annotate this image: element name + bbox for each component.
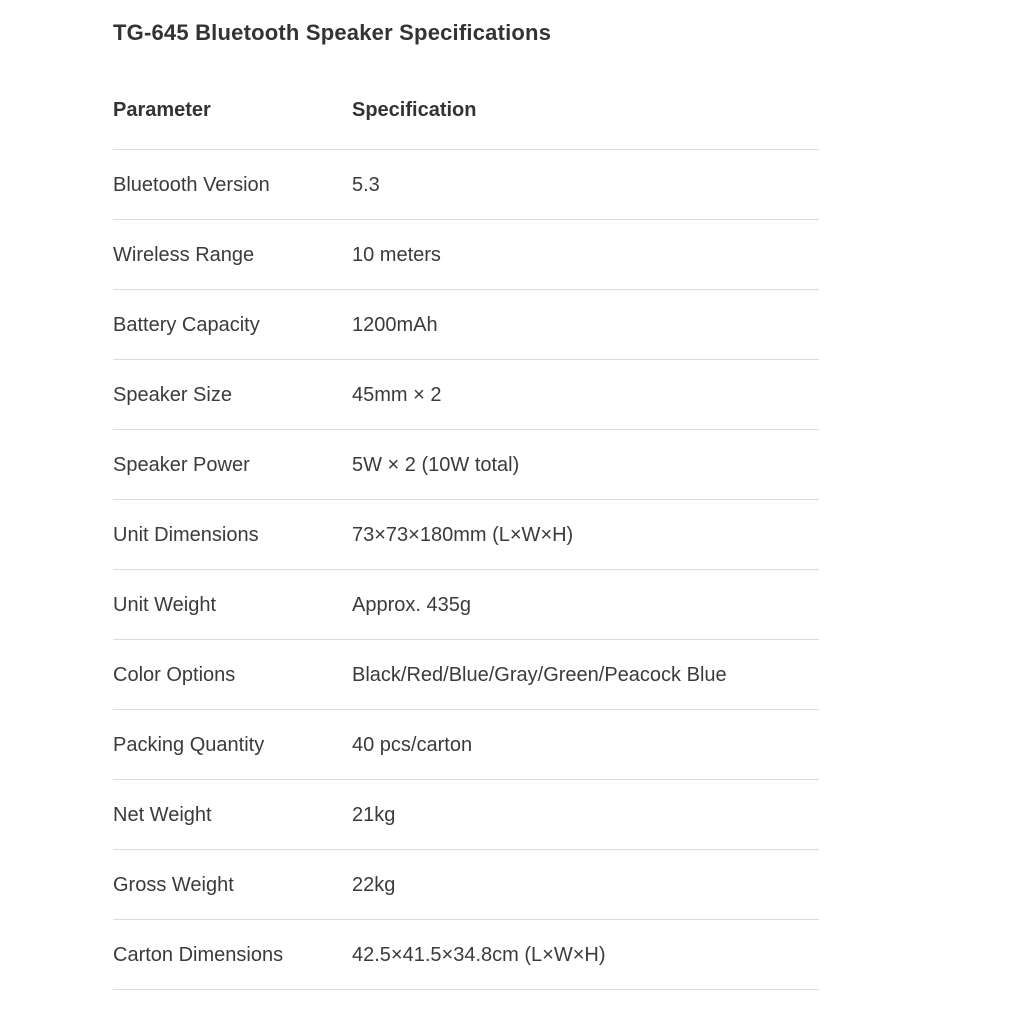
specification-cell: 42.5×41.5×34.8cm (L×W×H) <box>352 943 606 966</box>
parameter-cell: Battery Capacity <box>113 313 260 336</box>
specification-cell: 73×73×180mm (L×W×H) <box>352 523 574 546</box>
spec-sheet: TG-645 Bluetooth Speaker Specifications … <box>113 20 819 990</box>
table-row: Color Options Black/Red/Blue/Gray/Green/… <box>113 640 819 710</box>
table-row: Unit Weight Approx. 435g <box>113 570 819 640</box>
spec-table-body: Bluetooth Version 5.3 Wireless Range 10 … <box>113 150 819 990</box>
specification-cell: 40 pcs/carton <box>352 733 473 756</box>
table-header-row: Parameter Specification <box>113 98 819 150</box>
table-row: Carton Dimensions 42.5×41.5×34.8cm (L×W×… <box>113 920 819 990</box>
table-row: Speaker Size 45mm × 2 <box>113 360 819 430</box>
specification-cell: 22kg <box>352 873 396 896</box>
spec-table: Parameter Specification Bluetooth Versio… <box>113 98 819 990</box>
table-row: Packing Quantity 40 pcs/carton <box>113 710 819 780</box>
parameter-cell: Wireless Range <box>113 243 255 266</box>
parameter-cell: Unit Dimensions <box>113 523 259 546</box>
specification-cell: 1200mAh <box>352 313 438 336</box>
table-row: Net Weight 21kg <box>113 780 819 850</box>
specification-cell: 10 meters <box>352 243 441 266</box>
table-row: Speaker Power 5W × 2 (10W total) <box>113 430 819 500</box>
table-row: Gross Weight 22kg <box>113 850 819 920</box>
page-title: TG-645 Bluetooth Speaker Specifications <box>113 20 552 45</box>
table-row: Battery Capacity 1200mAh <box>113 290 819 360</box>
parameter-cell: Unit Weight <box>113 593 217 616</box>
specification-cell: 21kg <box>352 803 396 826</box>
specification-cell: 5.3 <box>352 173 380 196</box>
specification-cell: 45mm × 2 <box>352 383 442 406</box>
table-row: Wireless Range 10 meters <box>113 220 819 290</box>
parameter-cell: Carton Dimensions <box>113 943 284 966</box>
parameter-cell: Packing Quantity <box>113 733 265 756</box>
table-row: Unit Dimensions 73×73×180mm (L×W×H) <box>113 500 819 570</box>
parameter-cell: Speaker Power <box>113 453 250 476</box>
parameter-cell: Gross Weight <box>113 873 234 896</box>
column-header-specification: Specification <box>352 99 477 121</box>
parameter-cell: Speaker Size <box>113 383 232 406</box>
parameter-cell: Color Options <box>113 663 236 686</box>
table-row: Bluetooth Version 5.3 <box>113 150 819 220</box>
specification-cell: 5W × 2 (10W total) <box>352 453 520 476</box>
specification-cell: Approx. 435g <box>352 593 471 616</box>
parameter-cell: Bluetooth Version <box>113 173 270 196</box>
specification-cell: Black/Red/Blue/Gray/Green/Peacock Blue <box>352 663 727 686</box>
column-header-parameter: Parameter <box>113 99 211 121</box>
parameter-cell: Net Weight <box>113 803 212 826</box>
